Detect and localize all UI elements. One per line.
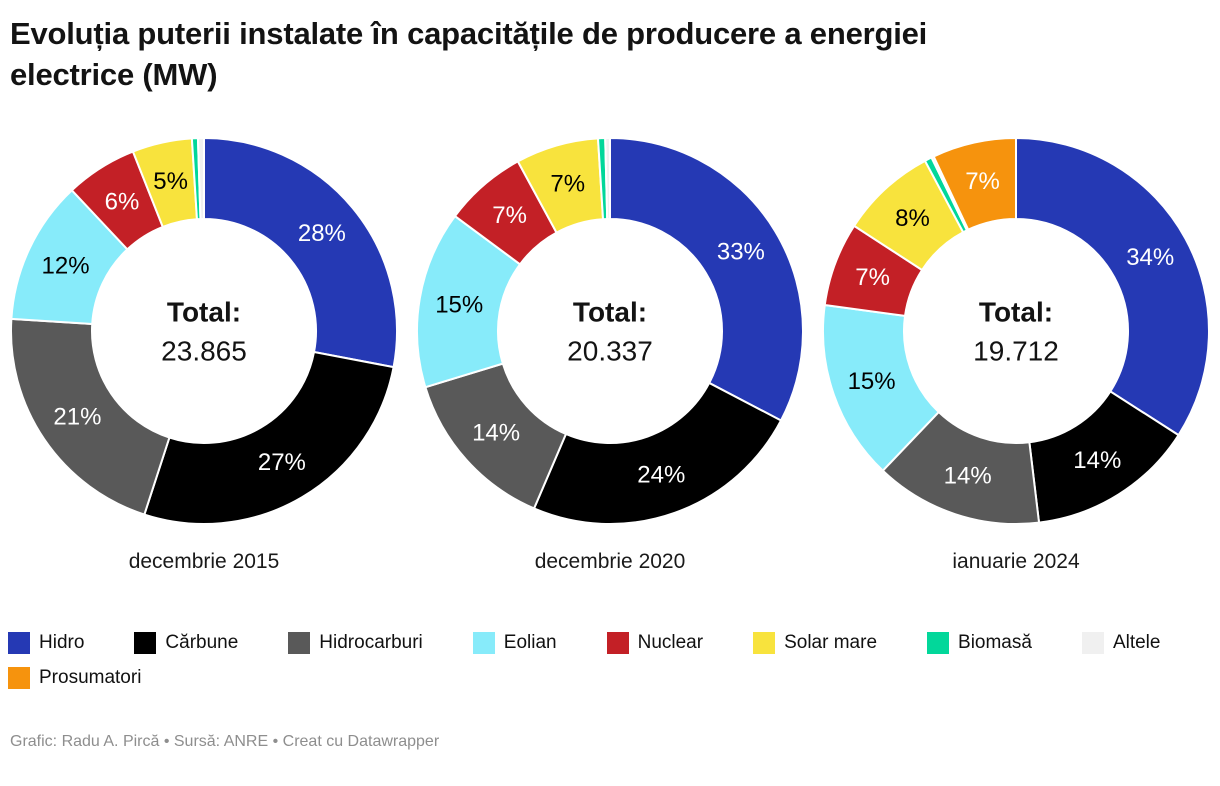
- legend-label-hidro: Hidro: [39, 631, 85, 653]
- legend-item-prosumatori: Prosumatori: [8, 666, 142, 689]
- legend-label-prosumatori: Prosumatori: [39, 666, 142, 688]
- donut-slice-hidro[interactable]: [1015, 136, 1210, 437]
- slice-label-prosumatori: 7%: [965, 168, 1000, 195]
- legend-swatch-solar: [753, 631, 776, 654]
- slice-label-solar: 7%: [550, 170, 585, 197]
- legend-swatch-carbune: [134, 631, 157, 654]
- slice-label-nuclear: 6%: [105, 188, 140, 215]
- legend-swatch-biomasa: [927, 631, 950, 654]
- legend-row-2: Prosumatori: [8, 666, 1220, 689]
- legend-label-altele: Altele: [1112, 631, 1161, 653]
- slice-label-nuclear: 7%: [492, 202, 527, 229]
- slice-label-hidro: 34%: [1126, 244, 1174, 271]
- slice-label-nuclear: 7%: [855, 264, 890, 291]
- legend-row-1: Hidro Cărbune Hidrocarburi Eolian Nuclear Sol…: [8, 631, 1220, 654]
- period-label-2024: ianuarie 2024: [952, 549, 1080, 573]
- legend-label-hidrocarburi: Hidrocarburi: [319, 631, 423, 653]
- donut-center-value: 20.337: [567, 335, 653, 366]
- donut-slice-hidro[interactable]: [203, 136, 398, 369]
- donut-svg: 33% 24% 14% 15% 7% 7% Total: 20.337: [416, 136, 804, 525]
- donut-center-value: 23.865: [161, 335, 247, 366]
- legend-swatch-hidrocarburi: [288, 631, 311, 654]
- legend-swatch-altele: [1081, 631, 1104, 654]
- slice-label-eolian: 15%: [848, 368, 896, 395]
- donut-slice-hidrocarburi[interactable]: [10, 317, 171, 516]
- legend-item-biomasa: Biomasă: [927, 631, 1032, 654]
- donut-svg: 28% 27% 21% 12% 6% 5% Total: 23.865: [10, 136, 398, 525]
- slice-label-solar: 8%: [895, 205, 930, 232]
- slice-label-carbune: 14%: [1073, 447, 1121, 474]
- slice-label-hidro: 28%: [298, 220, 346, 247]
- legend-swatch-eolian: [472, 631, 495, 654]
- donut-slice-carbune[interactable]: [143, 350, 395, 525]
- period-label-2020: decembrie 2020: [534, 549, 686, 573]
- period-label-2015: decembrie 2015: [128, 549, 280, 573]
- donut-slice-hidro[interactable]: [609, 136, 804, 422]
- legend-swatch-nuclear: [606, 631, 629, 654]
- legend-label-eolian: Eolian: [503, 631, 557, 653]
- slice-label-carbune: 27%: [258, 449, 306, 476]
- donut-center-title: Total:: [979, 296, 1053, 327]
- donut-center-title: Total:: [167, 296, 241, 327]
- slice-label-solar: 5%: [153, 168, 188, 195]
- chart-title: Evoluția puterii instalate în capacități…: [10, 16, 928, 92]
- donut-chart-2024: 34% 14% 14% 15% 7% 8% 7% Total: 19.712: [821, 136, 1211, 526]
- legend-label-nuclear: Nuclear: [637, 631, 704, 653]
- donut-slice-altele[interactable]: [604, 136, 611, 220]
- slice-label-hidrocarburi: 14%: [472, 419, 520, 446]
- legend-swatch-prosumatori: [8, 666, 30, 689]
- donut-slice-altele[interactable]: [196, 136, 205, 220]
- donut-chart-2015: 28% 27% 21% 12% 6% 5% Total: 23.865: [9, 136, 399, 526]
- donut-svg: 34% 14% 14% 15% 7% 8% 7% Total: 19.712: [822, 136, 1210, 525]
- chart-block-2020: 33% 24% 14% 15% 7% 7% Total: 20.337 decembrie 2…: [414, 136, 806, 574]
- legend-item-nuclear: Nuclear: [606, 631, 704, 654]
- chart-block-2015: 28% 27% 21% 12% 6% 5% Total: 23.865 decembrie 2…: [8, 136, 400, 574]
- slice-label-eolian: 15%: [435, 291, 483, 318]
- donut-slice-carbune[interactable]: [532, 381, 783, 525]
- legend-item-hidro: Hidro: [8, 631, 85, 654]
- donut-slice-prosumatori[interactable]: [932, 136, 1017, 231]
- slice-label-eolian: 12%: [42, 252, 90, 279]
- legend-item-hidrocarburi: Hidrocarburi: [288, 631, 423, 654]
- donut-center-value: 19.712: [973, 335, 1059, 366]
- legend-item-solar: Solar mare: [753, 631, 878, 654]
- legend-label-biomasa: Biomasă: [958, 631, 1032, 653]
- donut-center-title: Total:: [573, 296, 647, 327]
- slice-label-carbune: 24%: [637, 461, 685, 488]
- legend-swatch-hidro: [8, 631, 30, 654]
- slice-label-hidrocarburi: 14%: [944, 462, 992, 489]
- footer-credit: Grafic: Radu A. Pircă • Sursă: ANRE • Cr…: [10, 732, 440, 750]
- legend-item-eolian: Eolian: [472, 631, 557, 654]
- chart-block-2024: 34% 14% 14% 15% 7% 8% 7% Total: 19.712 ianuarie …: [820, 136, 1212, 574]
- legend-label-solar: Solar mare: [784, 631, 878, 653]
- donut-chart-2020: 33% 24% 14% 15% 7% 7% Total: 20.337: [415, 136, 805, 526]
- legend-label-carbune: Cărbune: [165, 631, 239, 653]
- legend: Hidro Cărbune Hidrocarburi Eolian Nuclear Sol…: [8, 631, 1220, 689]
- slice-label-hidro: 33%: [717, 238, 765, 265]
- legend-item-carbune: Cărbune: [134, 631, 239, 654]
- legend-item-altele: Altele: [1081, 631, 1161, 654]
- slice-label-hidrocarburi: 21%: [53, 403, 101, 430]
- charts-row: 28% 27% 21% 12% 6% 5% Total: 23.865 decembrie 2…: [0, 136, 1220, 574]
